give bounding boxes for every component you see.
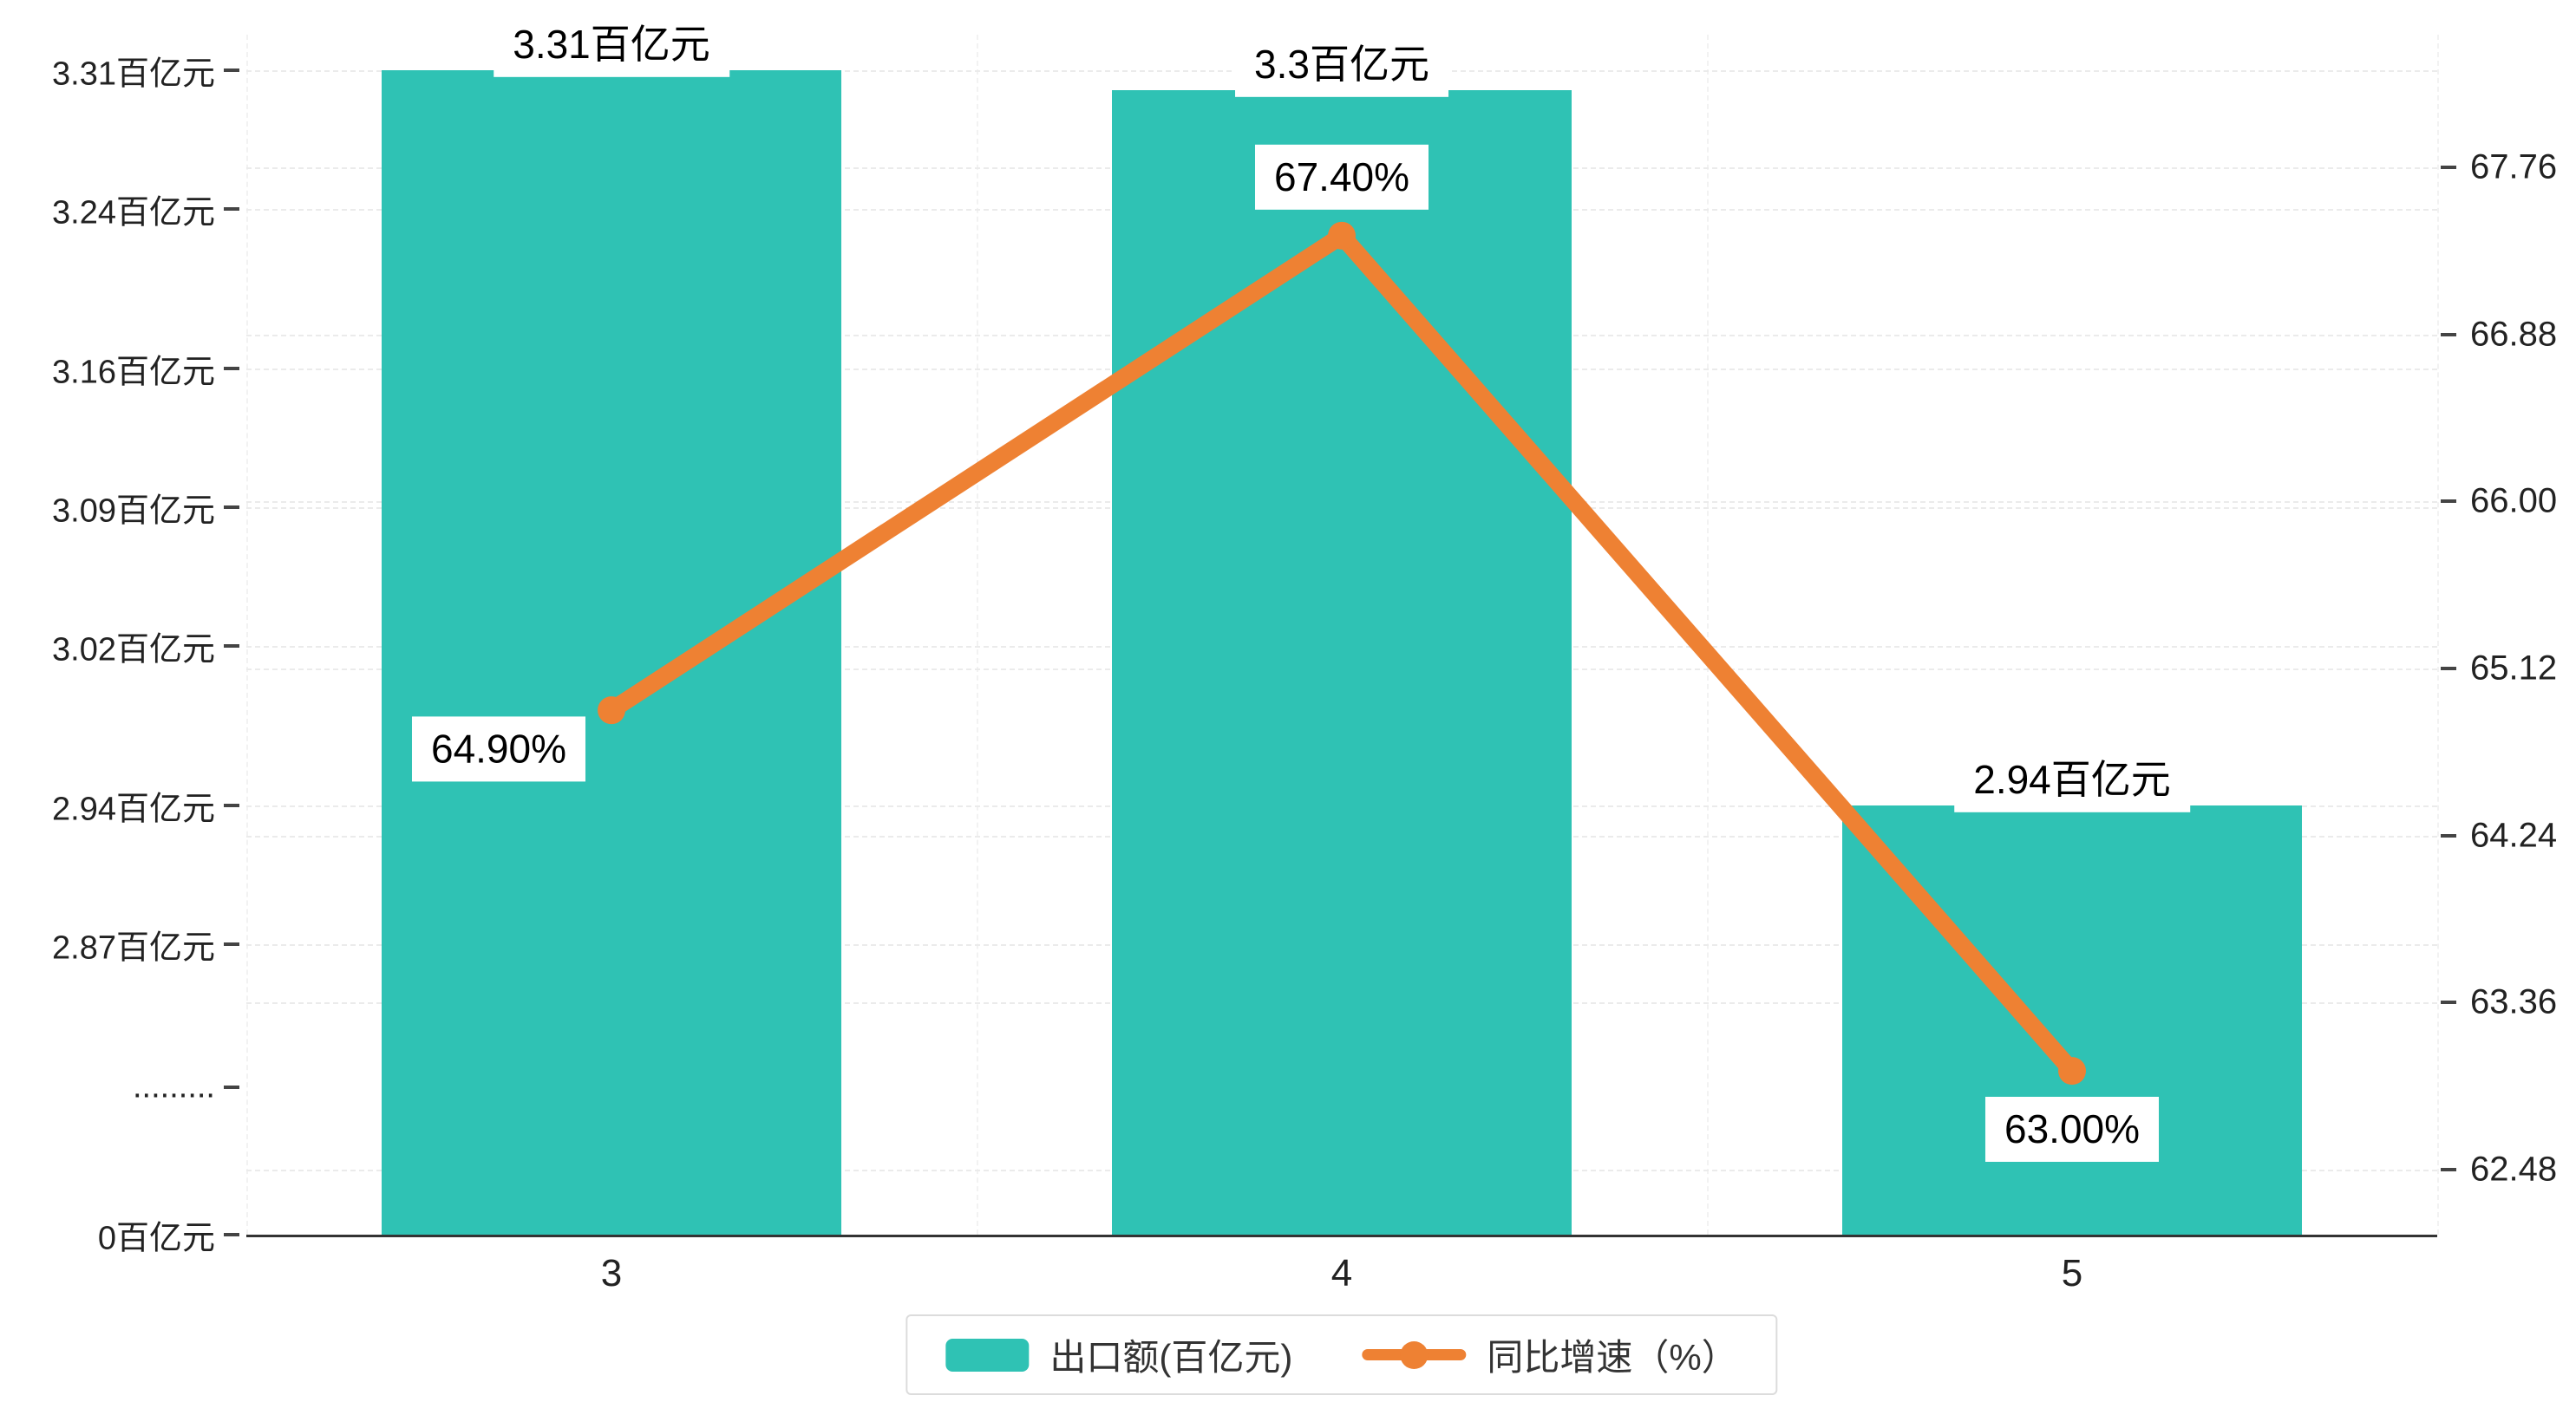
right-axis-tick-mark — [2441, 1168, 2456, 1171]
left-axis-tick-mark — [224, 505, 239, 509]
bar-month-5[interactable] — [1842, 805, 2302, 1235]
growth-line[interactable] — [603, 226, 2081, 1080]
line-value-label: 64.90% — [411, 716, 585, 782]
left-axis-tick-mark — [224, 367, 239, 370]
x-axis-category-label: 3 — [600, 1252, 623, 1294]
x-axis-category-label: 5 — [2061, 1252, 2083, 1294]
bar-month-3[interactable] — [382, 70, 841, 1235]
line-point-month-4[interactable] — [1328, 221, 1356, 250]
legend-label-export: 出口额(百亿元) — [1049, 1337, 1293, 1378]
left-axis-tick-mark — [224, 1086, 239, 1089]
right-axis-tick-mark — [2441, 166, 2456, 169]
bar-value-label: 3.3百亿元 — [1235, 31, 1448, 97]
left-axis-tick-label: 2.94百亿元 — [52, 791, 215, 828]
left-axis-tick-label: 3.02百亿元 — [52, 631, 215, 668]
right-axis-tick-label: 63.36 — [2470, 982, 2558, 1021]
bar-series-swatch — [945, 1338, 1030, 1372]
line-point-month-3[interactable] — [598, 696, 625, 725]
bar-value-label: 3.31百亿元 — [494, 11, 729, 77]
vertical-gridline — [977, 35, 978, 1235]
left-axis-tick-label: 3.09百亿元 — [52, 492, 215, 530]
right-axis-tick-label: 66.00 — [2470, 481, 2558, 520]
x-axis-line — [246, 1235, 2437, 1237]
right-axis-tick-mark — [2441, 1001, 2456, 1004]
right-axis-tick-mark — [2441, 667, 2456, 670]
left-axis-tick-mark — [224, 942, 239, 946]
left-axis-tick-mark — [224, 207, 239, 211]
left-axis-tick-mark — [224, 1233, 239, 1236]
right-axis-tick-label: 65.12 — [2470, 649, 2558, 688]
legend-item-growth[interactable]: 同比增速（%） — [1362, 1328, 1738, 1381]
right-axis-tick-mark — [2441, 499, 2456, 503]
left-axis-tick-label: 2.87百亿元 — [52, 929, 215, 967]
bar-month-4[interactable] — [1112, 90, 1572, 1235]
left-axis-tick-label: ......... — [132, 1068, 215, 1105]
right-axis-tick-mark — [2441, 333, 2456, 336]
x-axis-category-label: 4 — [1330, 1252, 1353, 1294]
left-axis-tick-mark — [224, 644, 239, 648]
bar-value-label: 2.94百亿元 — [1954, 747, 2190, 812]
left-axis-tick-label: 3.16百亿元 — [52, 354, 215, 391]
right-axis-tick-mark — [2441, 834, 2456, 838]
vertical-gridline — [246, 35, 248, 1235]
line-series-swatch — [1362, 1340, 1467, 1369]
line-value-label: 63.00% — [1984, 1097, 2160, 1163]
right-axis-tick-label: 66.88 — [2470, 315, 2558, 354]
left-axis-tick-label: 0百亿元 — [97, 1220, 215, 1257]
line-series-dot-icon — [1400, 1340, 1429, 1369]
line-point-month-5[interactable] — [2058, 1057, 2086, 1086]
left-axis-tick-label: 3.24百亿元 — [52, 194, 215, 231]
right-axis-tick-label: 64.24 — [2470, 816, 2558, 855]
legend-item-export[interactable]: 出口额(百亿元) — [945, 1328, 1292, 1381]
legend-label-growth: 同比增速（%） — [1487, 1337, 1738, 1378]
line-value-label: 67.40% — [1254, 144, 1429, 210]
right-axis-tick-label: 67.76 — [2470, 147, 2558, 186]
legend: 出口额(百亿元) 同比增速（%） — [906, 1314, 1778, 1395]
left-axis-tick-mark — [224, 68, 239, 72]
left-axis-tick-label: 3.31百亿元 — [52, 55, 215, 93]
vertical-gridline — [1707, 35, 1709, 1235]
left-axis-tick-mark — [224, 804, 239, 807]
vertical-gridline — [2437, 35, 2439, 1235]
right-axis-tick-label: 62.48 — [2470, 1150, 2558, 1189]
